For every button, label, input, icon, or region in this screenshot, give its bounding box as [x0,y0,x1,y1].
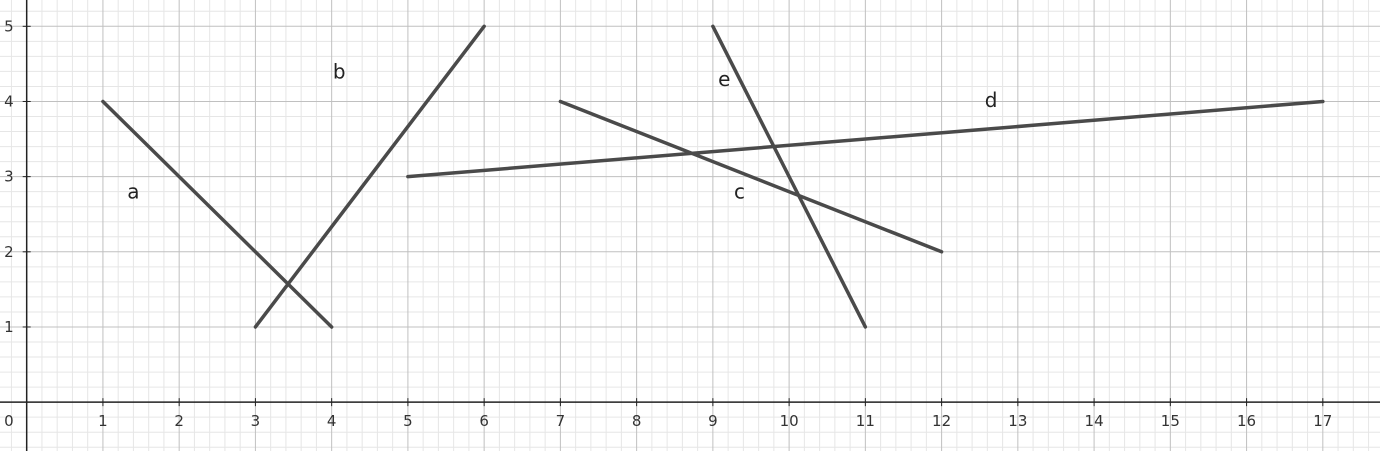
segment-label-a: a [127,180,139,204]
segment-label-d: d [985,88,998,112]
x-tick-label: 9 [708,412,718,430]
x-tick-label: 12 [932,412,951,430]
segment-b[interactable] [253,24,486,329]
x-tick-label: 17 [1313,412,1332,430]
x-tick-label: 11 [856,412,875,430]
x-tick-label: 3 [251,412,261,430]
x-tick-label: 7 [556,412,566,430]
segment-labels: a b c d e [127,59,997,203]
y-tick-label: 4 [4,92,14,110]
x-tick-label: 1 [98,412,108,430]
x-tick-label: 14 [1085,412,1104,430]
x-tick-label: 16 [1237,412,1256,430]
x-tick-label: 6 [479,412,489,430]
segments[interactable] [101,24,1325,329]
x-tick-label: 2 [174,412,184,430]
segment-label-b: b [333,59,346,83]
segment-d[interactable] [406,99,1325,179]
x-tick-label: 5 [403,412,413,430]
y-tick-label: 3 [4,168,14,186]
x-tick-label: 13 [1008,412,1027,430]
origin-label: 0 [4,412,14,430]
x-tick-label: 10 [780,412,799,430]
x-tick-label: 4 [327,412,337,430]
segment-c[interactable] [558,99,944,254]
segment-a[interactable] [101,99,334,329]
y-tick-label: 2 [4,243,14,261]
segment-e[interactable] [711,24,868,329]
x-tick-label: 15 [1161,412,1180,430]
segment-label-c: c [734,180,745,204]
y-tick-label: 5 [4,17,14,35]
y-tick-label: 1 [4,318,14,336]
x-tick-label: 8 [632,412,642,430]
segment-label-e: e [718,67,730,91]
